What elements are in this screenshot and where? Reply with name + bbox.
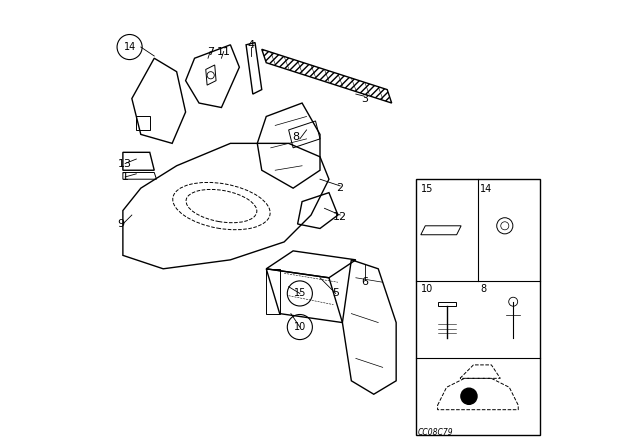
Text: 14: 14 (480, 184, 492, 194)
Text: 2: 2 (337, 183, 344, 193)
Text: 15: 15 (294, 289, 306, 298)
Text: 13: 13 (118, 159, 132, 168)
Text: 8: 8 (292, 132, 299, 142)
Text: CC08C79: CC08C79 (418, 428, 453, 437)
Text: 9: 9 (117, 219, 124, 229)
Text: 14: 14 (124, 42, 136, 52)
Text: 5: 5 (332, 289, 339, 298)
Text: 10: 10 (294, 322, 306, 332)
Text: 12: 12 (333, 212, 348, 222)
Text: 8: 8 (480, 284, 486, 293)
Text: 3: 3 (362, 94, 368, 103)
Text: 7: 7 (207, 47, 214, 56)
Text: 10: 10 (421, 284, 433, 293)
Circle shape (461, 388, 477, 404)
Bar (417, 179, 540, 435)
Text: 4: 4 (247, 40, 254, 50)
Text: 15: 15 (421, 184, 433, 194)
Text: 11: 11 (217, 47, 230, 56)
Text: 6: 6 (362, 277, 368, 287)
Text: 1: 1 (122, 172, 129, 182)
